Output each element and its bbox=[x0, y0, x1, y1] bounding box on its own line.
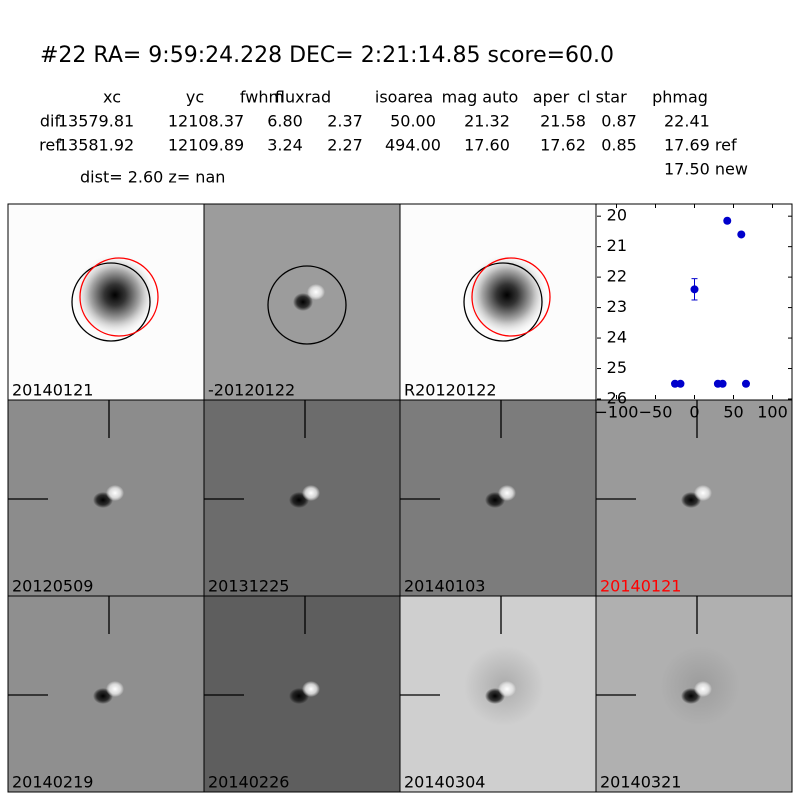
note: 17.50 new bbox=[664, 160, 748, 179]
dist: dist= 2.60 z= nan bbox=[80, 168, 225, 187]
point bbox=[723, 216, 732, 225]
y-tick-label: 25 bbox=[607, 358, 627, 377]
y-tick-label: 20 bbox=[607, 206, 627, 225]
cell: 50.00 bbox=[390, 112, 436, 131]
cell: 494.00 bbox=[385, 136, 441, 155]
column-header: mag auto bbox=[442, 88, 519, 107]
row-label: dif bbox=[40, 112, 61, 131]
source bbox=[694, 485, 712, 501]
circle bbox=[71, 262, 151, 342]
cell: 12108.37 bbox=[168, 112, 244, 131]
source bbox=[302, 485, 320, 501]
row-label: ref bbox=[39, 136, 61, 155]
cell: 17.69 ref bbox=[664, 136, 737, 155]
source bbox=[694, 681, 712, 697]
source bbox=[465, 253, 549, 337]
cell: 17.60 bbox=[464, 136, 510, 155]
y-tick-label: 23 bbox=[607, 297, 627, 316]
cell: 3.24 bbox=[267, 136, 303, 155]
cell: 2.27 bbox=[327, 136, 363, 155]
source bbox=[106, 681, 124, 697]
circle bbox=[79, 257, 159, 337]
stamp-label: 20140219 bbox=[12, 773, 93, 792]
plot-area bbox=[595, 203, 793, 401]
stamp-label: 20120509 bbox=[12, 577, 93, 596]
y-tick-label: 21 bbox=[607, 236, 627, 255]
x-tick-label: 0 bbox=[689, 403, 699, 422]
cell: 17.62 bbox=[540, 136, 586, 155]
stamp-label: 20140103 bbox=[404, 577, 485, 596]
column-header: cl star bbox=[577, 88, 627, 107]
title: #22 RA= 9:59:24.228 DEC= 2:21:14.85 scor… bbox=[40, 43, 614, 68]
point bbox=[718, 379, 727, 388]
column-header: isoarea bbox=[375, 88, 433, 107]
cell: 21.58 bbox=[540, 112, 586, 131]
stamp-label: 20140321 bbox=[600, 773, 681, 792]
stamp-label: 20140121 bbox=[12, 381, 93, 400]
column-header: xc bbox=[103, 88, 121, 107]
column-header: aper bbox=[533, 88, 570, 107]
x-tick-label: −50 bbox=[639, 403, 673, 422]
x-tick-label: 50 bbox=[723, 403, 743, 422]
circle bbox=[267, 265, 347, 345]
point bbox=[741, 379, 750, 388]
source bbox=[498, 485, 516, 501]
stamp-label: 20140304 bbox=[404, 773, 485, 792]
stamp-label: R20120122 bbox=[404, 381, 497, 400]
x-tick-label: 100 bbox=[757, 403, 788, 422]
circle bbox=[471, 257, 551, 337]
stamp-frame bbox=[595, 595, 793, 793]
stamp-label: -20120122 bbox=[208, 381, 295, 400]
stamp-label: 20131225 bbox=[208, 577, 289, 596]
point bbox=[676, 379, 685, 388]
source bbox=[498, 681, 516, 697]
cell: 22.41 bbox=[664, 112, 710, 131]
y-tick-label: 22 bbox=[607, 267, 627, 286]
source bbox=[302, 681, 320, 697]
cell: 0.87 bbox=[601, 112, 637, 131]
cell: 6.80 bbox=[267, 112, 303, 131]
cell: 12109.89 bbox=[168, 136, 244, 155]
source bbox=[106, 485, 124, 501]
cell: 13579.81 bbox=[58, 112, 134, 131]
cell: 13581.92 bbox=[58, 136, 134, 155]
column-header: fwhm bbox=[240, 88, 284, 107]
point bbox=[737, 230, 746, 239]
source bbox=[293, 293, 313, 311]
point bbox=[690, 285, 699, 294]
stamp-label: 20140226 bbox=[208, 773, 289, 792]
cell: 0.85 bbox=[601, 136, 637, 155]
source bbox=[307, 284, 325, 300]
x-tick-label: −100 bbox=[595, 403, 639, 422]
cell: 2.37 bbox=[327, 112, 363, 131]
cell: 21.32 bbox=[464, 112, 510, 131]
source bbox=[73, 253, 157, 337]
column-header: fluxrad bbox=[275, 88, 331, 107]
stamp-label: 20140121 bbox=[600, 577, 681, 596]
column-header: yc bbox=[186, 88, 204, 107]
circle bbox=[463, 262, 543, 342]
y-tick-label: 24 bbox=[607, 328, 627, 347]
column-header: phmag bbox=[652, 88, 708, 107]
